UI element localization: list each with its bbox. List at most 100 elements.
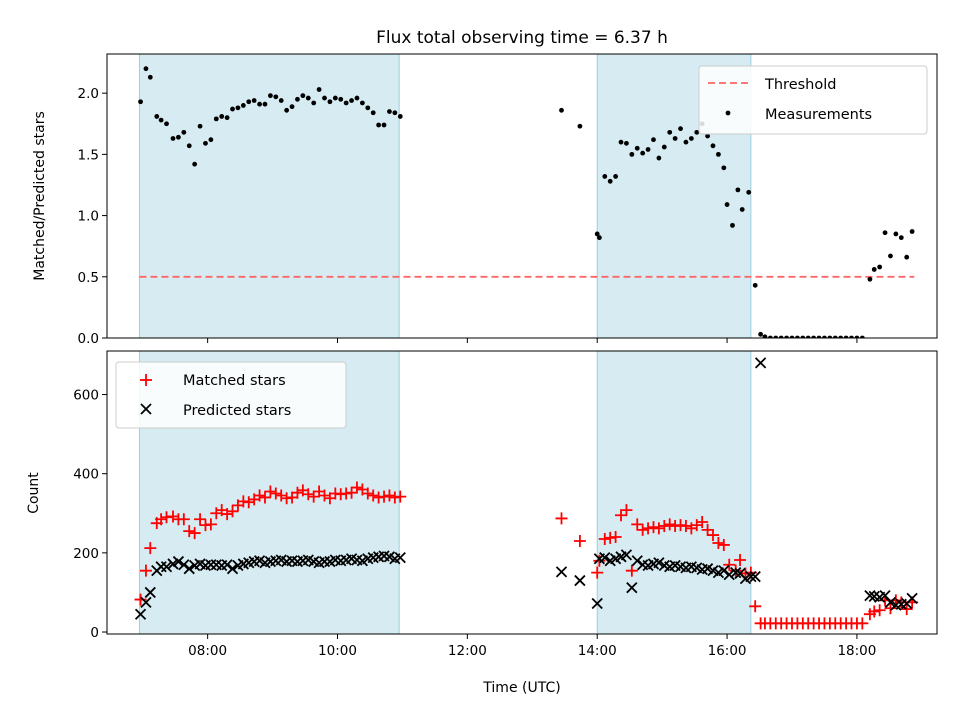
measurements-point-5: [158, 117, 164, 123]
matched-stars-point-46: [378, 490, 391, 503]
measurements-point-1: [138, 99, 143, 105]
measurements-point-35: [322, 95, 327, 101]
measurements-point-62: [645, 147, 651, 152]
predicted-stars-point-18: [226, 563, 239, 575]
measurements-point-75: [716, 151, 721, 157]
measurements-point-26: [273, 94, 279, 100]
matched-stars-point-33: [307, 490, 320, 503]
measurements-point-9: [181, 129, 187, 135]
measurements-point-17: [224, 115, 230, 121]
measurements-point-51: [577, 123, 583, 129]
measurements-point-36: [327, 99, 333, 105]
matched-stars-point-53: [593, 554, 606, 567]
x-tick-label: 18:00: [837, 643, 876, 659]
measurements-point-79: [735, 187, 741, 193]
y-tick-label: 0.0: [78, 331, 99, 347]
matched-stars-point-40: [345, 486, 358, 499]
top-panel: 0.0 0.5 1.0 1.5 2.0: [78, 53, 938, 347]
measurements-legend-marker: [725, 110, 731, 116]
x-tick-label: 16:00: [708, 643, 747, 659]
matched-stars-point-72: [696, 515, 709, 528]
measurements-point-82: [752, 282, 758, 288]
measurements-point-86: [773, 335, 779, 338]
matched-stars-point-59: [625, 564, 638, 577]
y-tick-label: 2.0: [78, 86, 99, 102]
predicted-stars-point-10: [183, 563, 195, 575]
measurements-point-48: [392, 110, 398, 116]
measurements-point-44: [370, 110, 376, 116]
x-axis-label: Time (UTC): [482, 680, 560, 696]
bottom-y-axis-label: Count: [26, 472, 42, 514]
measurements-point-73: [705, 133, 710, 139]
measurements-point-88: [784, 335, 789, 338]
predicted-stars-point-52: [591, 597, 603, 610]
measurements-point-20: [240, 103, 246, 108]
matched-stars-point-11: [188, 527, 201, 540]
matched-stars-point-65: [658, 519, 671, 532]
predicted-stars-point-54: [599, 551, 611, 564]
measurements-point-66: [667, 129, 673, 135]
measurements-point-14: [208, 137, 214, 143]
matched-stars-point-18: [226, 505, 239, 518]
matched-stars-point-41: [350, 481, 363, 494]
measurements-point-2: [143, 66, 149, 72]
measurements-point-19: [235, 105, 241, 111]
matched-stars-point-79: [734, 553, 747, 566]
x-tick-label: 08:00: [188, 643, 227, 659]
predicted-legend-label: Predicted stars: [183, 403, 291, 419]
predicted-stars-point-9: [178, 559, 190, 571]
matched-stars-point-26: [269, 487, 282, 500]
predicted-stars-point-1: [134, 608, 147, 620]
measurements-point-40: [349, 98, 354, 103]
x-tick-label: 12:00: [448, 643, 487, 659]
matched-stars-point-50: [555, 512, 568, 525]
top-legend-box: [698, 65, 928, 135]
measurements-point-45: [376, 122, 382, 128]
measurements-point-83: [758, 331, 764, 337]
measurements-point-104: [871, 267, 877, 272]
measurements-point-109: [898, 235, 904, 241]
measurements-point-111: [909, 229, 915, 234]
matched-stars-point-49: [394, 490, 407, 503]
measurements-point-37: [332, 95, 338, 101]
matched-stars-point-14: [204, 518, 217, 531]
y-tick-label: 0.5: [78, 270, 99, 286]
measurements-point-55: [607, 178, 613, 184]
measurements-point-64: [656, 155, 662, 161]
matched-stars-point-2: [139, 564, 152, 577]
y-tick-label: 400: [73, 467, 99, 483]
measurements-point-103: [867, 276, 873, 282]
matched-stars-point-43: [361, 487, 374, 500]
matched-stars-point-17: [221, 508, 234, 521]
predicted-stars-point-6: [160, 561, 173, 573]
top-legend: Threshold Measurements: [698, 65, 928, 135]
measurements-point-99: [843, 335, 849, 338]
shaded-interval-2: [596, 350, 752, 635]
measurements-point-108: [893, 231, 899, 237]
measurements-point-27: [278, 98, 284, 103]
predicted-legend-marker: [140, 403, 152, 415]
matched-legend-label: Matched stars: [183, 373, 286, 389]
matched-stars-point-63: [647, 521, 660, 534]
y-tick-label: 1.0: [78, 209, 99, 225]
measurements-point-28: [284, 107, 290, 113]
measurements-point-98: [838, 335, 844, 338]
matched-stars-point-7: [167, 510, 180, 523]
measurements-point-23: [257, 101, 262, 107]
predicted-stars-point-58: [620, 549, 633, 561]
y-tick-label: 0: [90, 625, 99, 641]
measurements-point-32: [305, 95, 311, 101]
measurements-point-54: [602, 174, 608, 179]
matched-stars-point-32: [302, 488, 315, 501]
matched-stars-point-64: [652, 522, 665, 535]
measurements-point-87: [778, 335, 784, 338]
matched-stars-point-107: [884, 602, 897, 615]
measurements-point-33: [311, 100, 317, 106]
predicted-stars-point-81: [745, 570, 757, 583]
measurements-point-91: [800, 335, 806, 338]
matched-stars-point-76: [717, 538, 730, 551]
measurements-point-10: [186, 143, 192, 149]
predicted-stars-point-87: [879, 589, 891, 602]
measurements-point-12: [197, 123, 203, 129]
